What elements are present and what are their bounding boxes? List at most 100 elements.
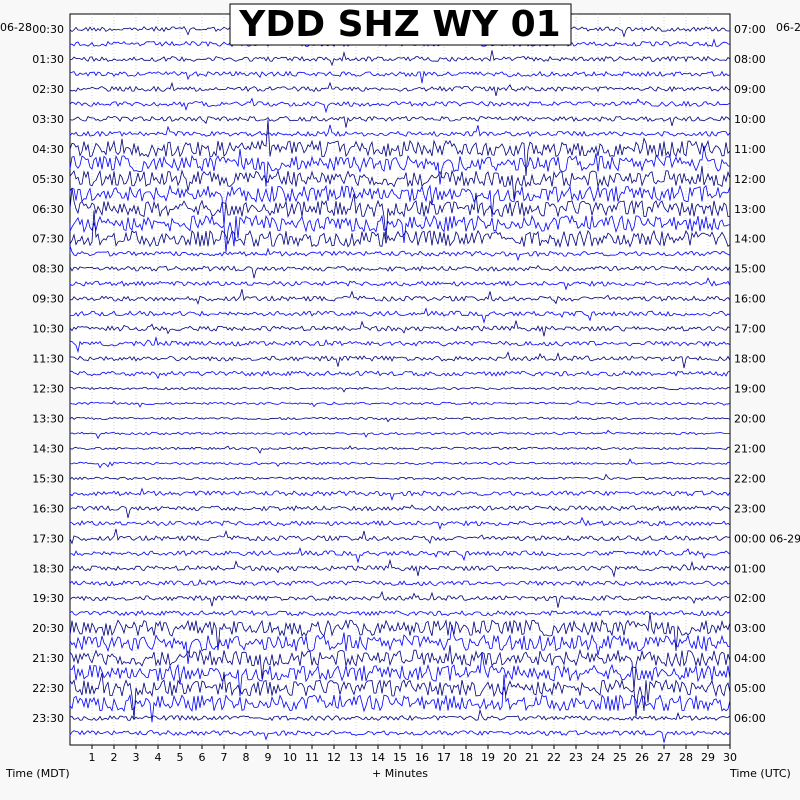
right-tick-label: 18:00 — [734, 353, 766, 366]
trace-line — [69, 528, 731, 545]
x-tick-label: 30 — [723, 751, 737, 764]
x-tick-label: 3 — [133, 751, 140, 764]
date-right: 06-2 — [776, 21, 800, 34]
x-tick-label: 4 — [155, 751, 162, 764]
trace-line — [69, 50, 731, 67]
left-tick-label: 00:30 — [32, 23, 64, 36]
x-tick-label: 5 — [177, 751, 184, 764]
trace-line — [69, 445, 730, 454]
x-tick-label: 27 — [657, 751, 671, 764]
x-tick-label: 23 — [569, 751, 583, 764]
left-tick-label: 07:30 — [32, 233, 64, 246]
left-tick-label: 10:30 — [32, 323, 64, 336]
trace-line — [69, 400, 731, 408]
trace-line — [69, 429, 731, 440]
trace-line — [69, 458, 731, 469]
right-tick-label: 05:00 — [734, 682, 766, 695]
x-axis-ticks: 1 2 3 4 5 6 7 8 9 10 11 12 13 14 15 16 17 18 19 20 21 22 23 24 2… — [89, 745, 737, 764]
right-tick-label: 10:00 — [734, 113, 766, 126]
x-axis-label: + Minutes — [372, 767, 428, 780]
x-tick-label: 19 — [481, 751, 495, 764]
left-axis-ticks: 00:30 01:30 02:30 03:30 04:30 05:30 06:30 07:30… — [32, 23, 64, 725]
left-tick-label: 21:30 — [32, 652, 64, 665]
seismic-traces — [69, 20, 731, 743]
left-tick-label: 13:30 — [32, 412, 64, 425]
left-tick-label: 02:30 — [32, 83, 64, 96]
left-tick-label: 12:30 — [32, 383, 64, 396]
trace-line — [69, 70, 731, 83]
x-tick-label: 29 — [701, 751, 715, 764]
left-tick-label: 15:30 — [32, 472, 64, 485]
right-tick-label: 02:00 — [734, 592, 766, 605]
right-tick-label: 07:00 — [734, 23, 766, 36]
left-tick-label: 20:30 — [32, 622, 64, 635]
trace-line — [69, 245, 731, 262]
trace-line — [69, 97, 731, 114]
trace-line — [69, 165, 731, 200]
x-tick-label: 25 — [613, 751, 627, 764]
left-tick-label: 08:30 — [32, 263, 64, 276]
x-tick-label: 21 — [525, 751, 539, 764]
right-tick-label: 19:00 — [734, 383, 766, 396]
trace-line — [69, 370, 731, 380]
trace-line — [69, 214, 731, 253]
x-tick-label: 24 — [591, 751, 605, 764]
right-tick-label: 00:00 06-29 — [734, 532, 800, 545]
x-tick-label: 6 — [199, 751, 206, 764]
x-tick-label: 16 — [415, 751, 429, 764]
right-tick-label: 12:00 — [734, 173, 766, 186]
trace-line — [69, 81, 731, 96]
right-tick-label: 23:00 — [734, 502, 766, 515]
x-tick-label: 22 — [547, 751, 561, 764]
right-tick-label: 13:00 — [734, 203, 766, 216]
trace-line — [69, 351, 731, 369]
trace-line — [69, 124, 731, 138]
trace-line — [69, 264, 731, 279]
trace-line — [69, 277, 731, 291]
trace-line — [69, 558, 731, 578]
right-tick-label: 11:00 — [734, 143, 766, 156]
right-tick-label: 17:00 — [734, 323, 766, 336]
trace-line — [69, 115, 731, 128]
trace-line — [69, 729, 731, 743]
trace-line — [69, 708, 731, 722]
x-tick-label: 8 — [243, 751, 250, 764]
chart-title: YDD SHZ WY 01 — [238, 4, 560, 45]
left-tick-label: 14:30 — [32, 442, 64, 455]
trace-line — [69, 652, 731, 697]
x-tick-label: 1 — [89, 751, 96, 764]
right-tick-label: 21:00 — [734, 442, 766, 455]
trace-line — [69, 625, 731, 664]
trace-line — [69, 645, 731, 691]
trace-line — [69, 119, 731, 177]
x-tick-label: 18 — [459, 751, 473, 764]
x-tick-label: 14 — [371, 751, 385, 764]
right-tick-label: 03:00 — [734, 622, 766, 635]
left-tick-label: 03:30 — [32, 113, 64, 126]
left-tick-label: 19:30 — [32, 592, 64, 605]
x-tick-label: 10 — [283, 751, 297, 764]
trace-line — [69, 307, 731, 324]
right-tick-label: 04:00 — [734, 652, 766, 665]
left-tick-label: 06:30 — [32, 203, 64, 216]
trace-line — [69, 145, 731, 187]
right-tick-label: 01:00 — [734, 562, 766, 575]
trace-line — [69, 184, 731, 226]
left-tick-label: 22:30 — [32, 682, 64, 695]
left-tick-label: 05:30 — [32, 173, 64, 186]
x-tick-label: 12 — [327, 751, 341, 764]
x-tick-label: 9 — [265, 751, 272, 764]
right-tick-label: 20:00 — [734, 412, 766, 425]
left-tick-label: 11:30 — [32, 353, 64, 366]
right-tick-label: 08:00 — [734, 53, 766, 66]
trace-line — [69, 609, 731, 617]
date-left: 06-28 — [0, 21, 32, 34]
x-tick-label: 17 — [437, 751, 451, 764]
x-tick-label: 15 — [393, 751, 407, 764]
left-tick-label: 16:30 — [32, 502, 64, 515]
left-tick-label: 18:30 — [32, 562, 64, 575]
x-tick-label: 28 — [679, 751, 693, 764]
trace-line — [69, 320, 731, 337]
x-tick-label: 7 — [221, 751, 228, 764]
